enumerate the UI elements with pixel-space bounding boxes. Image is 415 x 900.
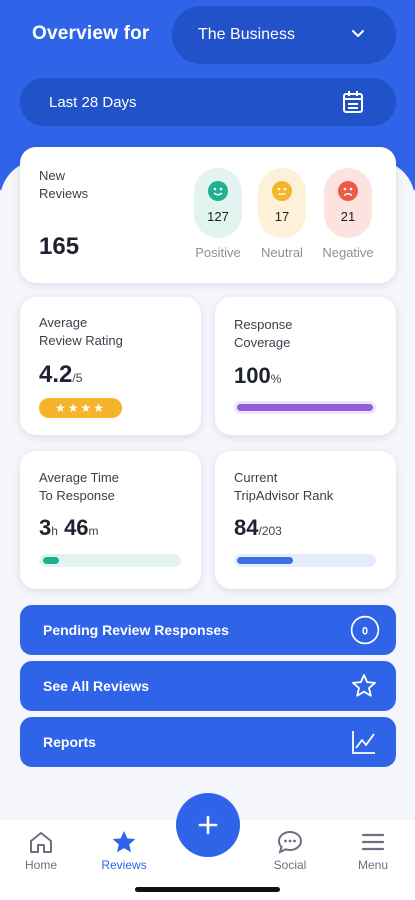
tripadvisor-rank-label: Current TripAdvisor Rank [234,470,334,503]
average-time-value: 3h 46m [39,515,99,540]
chart-icon [352,731,375,754]
positive-count: 127 [207,209,229,224]
positive-pill: 127 [194,168,242,238]
time-progress-fill [43,557,60,564]
time-progress-track [39,554,181,567]
response-coverage-value: 100% [234,363,282,388]
add-button[interactable] [176,793,240,857]
sad-face-icon [338,181,358,201]
home-indicator [135,887,280,892]
pending-count: 0 [362,625,368,637]
chevron-down-icon [352,30,364,37]
tripadvisor-rank-value: 84/203 [234,515,282,540]
response-coverage-card[interactable]: Response Coverage 100% [215,297,396,435]
neutral-pill: 17 [258,168,306,238]
reports-label: Reports [43,734,96,750]
tab-social[interactable]: Social [255,830,325,872]
tab-home-label: Home [24,858,57,872]
plus-icon [198,815,218,835]
see-all-reviews-label: See All Reviews [43,678,150,694]
see-all-reviews-button[interactable]: See All Reviews [20,661,396,711]
negative-label: Negative [322,245,374,260]
negative-count: 21 [340,209,356,224]
calendar-icon [343,91,363,113]
count-badge-icon: 0 [350,615,380,645]
neutral-count: 17 [274,209,290,224]
tab-menu[interactable]: Menu [338,830,408,872]
tab-reviews[interactable]: Reviews [89,830,159,872]
page-title: Overview for [32,23,150,44]
new-reviews-total: 165 [39,233,80,260]
average-rating-card[interactable]: Average Review Rating 4.2/5 ★★★★ [20,297,201,435]
new-reviews-card[interactable]: New Reviews 165 127 Positive 17 Neutral … [20,147,396,283]
business-selector[interactable]: The Business [172,6,396,64]
rank-progress-track [234,554,376,567]
coverage-progress-track [234,401,376,414]
tab-social-label: Social [273,858,307,872]
star-rating-badge: ★★★★ [39,398,122,418]
business-name: The Business [198,26,295,43]
positive-label: Positive [195,245,241,260]
new-reviews-label: New Reviews [39,168,89,201]
rank-progress-fill [237,557,293,564]
date-range-selector[interactable]: Last 28 Days [20,78,396,126]
tripadvisor-rank-card[interactable]: Current TripAdvisor Rank 84/203 [215,451,396,589]
coverage-progress-fill [237,404,373,411]
average-rating-label: Average Review Rating [39,315,123,348]
pending-responses-button[interactable]: Pending Review Responses 0 [20,605,396,655]
neutral-face-icon [272,181,292,201]
average-rating-value: 4.2/5 [39,361,83,388]
chat-bubble-icon [277,830,303,854]
neutral-label: Neutral [261,245,303,260]
tab-home[interactable]: Home [6,830,76,872]
date-range-label: Last 28 Days [49,93,137,111]
average-time-label: Average Time To Response [39,470,119,503]
hamburger-menu-icon [361,833,385,851]
response-coverage-label: Response Coverage [234,317,293,350]
negative-pill: 21 [324,168,372,238]
pending-responses-label: Pending Review Responses [43,622,229,638]
average-time-card[interactable]: Average Time To Response 3h 46m [20,451,201,589]
reports-button[interactable]: Reports [20,717,396,767]
star-outline-icon [352,674,376,697]
tab-menu-label: Menu [357,858,389,872]
home-icon [30,832,52,853]
tab-reviews-label: Reviews [101,858,147,872]
star-icon [112,831,136,853]
happy-face-icon [208,181,228,201]
